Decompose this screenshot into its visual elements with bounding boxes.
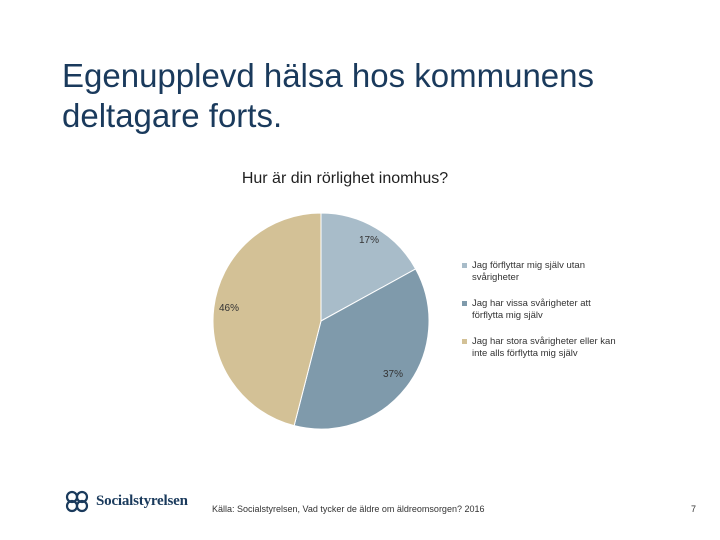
legend-label: Jag har vissa svårigheter att förflytta …: [472, 298, 591, 321]
socialstyrelsen-logo: Socialstyrelsen: [64, 486, 188, 516]
data-label: 37%: [383, 369, 403, 380]
source-note: Källa: Socialstyrelsen, Vad tycker de äl…: [212, 504, 485, 514]
legend-swatch: [462, 301, 467, 306]
chart-legend: Jag förflyttar mig själv utan svårighete…: [462, 260, 622, 374]
legend-swatch: [462, 263, 467, 268]
legend-item: Jag har stora svårigheter eller kan inte…: [462, 336, 622, 360]
logo-text: Socialstyrelsen: [96, 492, 188, 509]
logo-emblem-icon: [65, 490, 89, 513]
slide-title: Egenupplevd hälsa hos kommunens deltagar…: [62, 57, 595, 134]
legend-item: Jag förflyttar mig själv utan svårighete…: [462, 260, 622, 284]
legend-label: Jag har stora svårigheter eller kan inte…: [472, 336, 616, 359]
page-number: 7: [690, 504, 696, 514]
chart-title: Hur är din rörlighet inomhus?: [241, 170, 449, 187]
pie-slice: [212, 212, 322, 427]
data-label: 46%: [219, 303, 239, 314]
legend-label: Jag förflyttar mig själv utan svårighete…: [472, 260, 585, 283]
pie-slice: [293, 268, 430, 430]
legend-swatch: [462, 339, 467, 344]
legend-item: Jag har vissa svårigheter att förflytta …: [462, 298, 622, 322]
pie-slice: [320, 212, 417, 322]
data-label: 17%: [359, 235, 379, 246]
